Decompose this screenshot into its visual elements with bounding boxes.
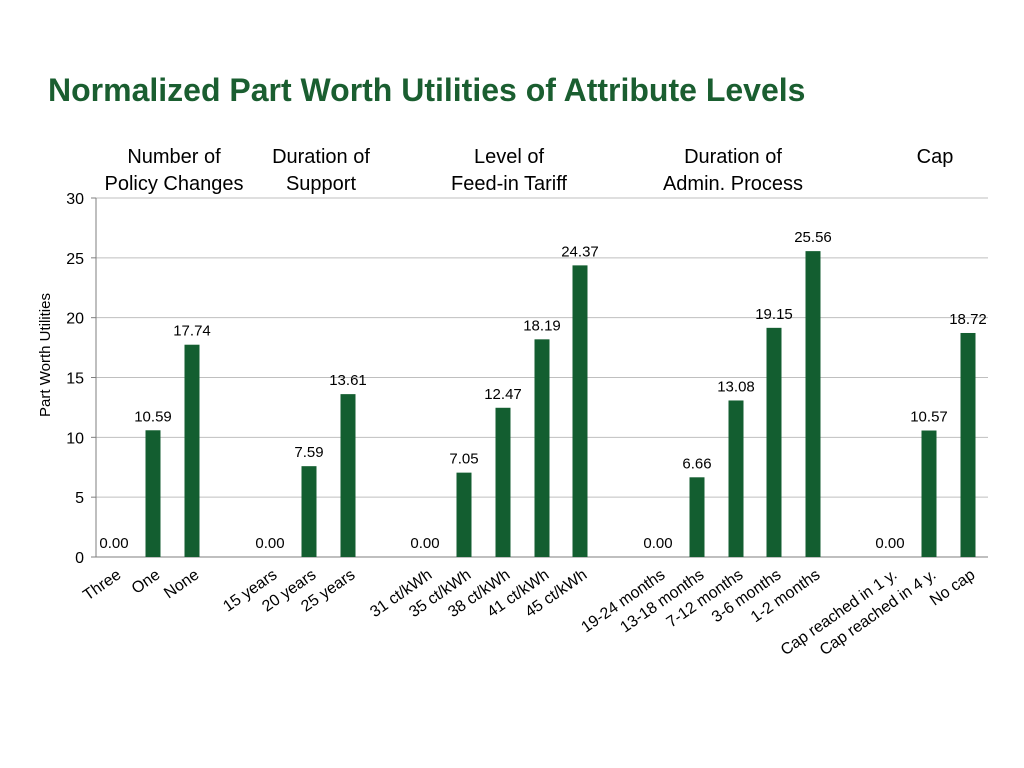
bar-value-label: 7.59: [294, 444, 323, 461]
category-label: Three: [80, 566, 124, 604]
bar-value-label: 0.00: [99, 535, 128, 552]
group-header-line: Number of: [127, 146, 221, 168]
group-header-line: Duration of: [684, 146, 782, 168]
bar-value-label: 0.00: [875, 535, 904, 552]
bar: [921, 430, 937, 557]
bar-value-label: 18.72: [949, 311, 987, 328]
bar-value-label: 7.05: [449, 451, 478, 468]
bar-value-label: 10.59: [134, 408, 172, 425]
bar-value-label: 18.19: [523, 317, 561, 334]
group-header-line: Cap: [917, 146, 954, 168]
category-label: One: [129, 566, 164, 597]
chart-title: Normalized Part Worth Utilities of Attri…: [48, 72, 806, 108]
bar-value-label: 12.47: [484, 386, 522, 403]
bar-value-label: 13.08: [717, 378, 755, 395]
y-tick-label: 30: [66, 191, 84, 208]
y-axis-title: Part Worth Utilities: [37, 293, 54, 417]
bar: [728, 400, 744, 557]
bar: [960, 332, 976, 557]
y-tick-label: 25: [66, 251, 84, 268]
y-tick-label: 20: [66, 311, 84, 328]
bar-value-label: 0.00: [255, 535, 284, 552]
bar: [301, 466, 317, 557]
group-header-line: Admin. Process: [663, 173, 803, 195]
bar-value-label: 6.66: [682, 455, 711, 472]
bar-value-label: 19.15: [755, 306, 793, 323]
bar: [572, 265, 588, 557]
data-labels: 0.00 10.59 17.74 0.00 7.59 13.61 0.00 7.05 12.47…: [99, 229, 986, 552]
group-header-line: Level of: [474, 146, 544, 168]
group-headers: Number of Policy Changes Duration of Suppor…: [105, 146, 954, 195]
group-header-line: Policy Changes: [105, 173, 244, 195]
y-tick-label: 0: [75, 550, 84, 567]
y-tick-label: 10: [66, 430, 84, 447]
bar-value-label: 0.00: [410, 535, 439, 552]
bar: [456, 472, 472, 557]
bar-value-label: 25.56: [794, 229, 832, 246]
bar-value-label: 13.61: [329, 372, 367, 389]
bar: [534, 339, 550, 557]
y-tick-label: 15: [66, 371, 84, 388]
y-tick-label: 5: [75, 490, 84, 507]
bar: [145, 430, 161, 557]
bar: [766, 327, 782, 557]
bar: [184, 344, 200, 557]
bars: [145, 251, 976, 557]
bar: [689, 477, 705, 557]
bar: [805, 251, 821, 557]
bar-value-label: 0.00: [643, 535, 672, 552]
category-label: None: [161, 566, 202, 602]
bar-value-label: 17.74: [173, 323, 211, 340]
category-label: No cap: [927, 566, 978, 609]
group-header-line: Support: [286, 173, 356, 195]
bar: [495, 407, 511, 557]
group-header-line: Feed-in Tariff: [451, 173, 567, 195]
bar-value-label: 24.37: [561, 243, 599, 260]
group-header-line: Duration of: [272, 146, 370, 168]
bar: [340, 394, 356, 557]
axes: 0 5 10 15 20 25 30: [66, 191, 988, 567]
bar-value-label: 10.57: [910, 409, 948, 426]
